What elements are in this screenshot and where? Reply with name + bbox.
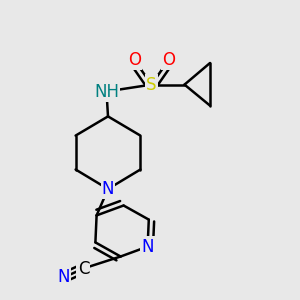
Text: S: S	[146, 76, 157, 94]
Text: C: C	[78, 260, 89, 278]
Text: O: O	[162, 51, 175, 69]
Text: NH: NH	[94, 82, 119, 100]
Text: N: N	[102, 180, 114, 198]
Text: N: N	[57, 268, 70, 286]
Text: O: O	[128, 51, 141, 69]
Text: N: N	[141, 238, 154, 256]
